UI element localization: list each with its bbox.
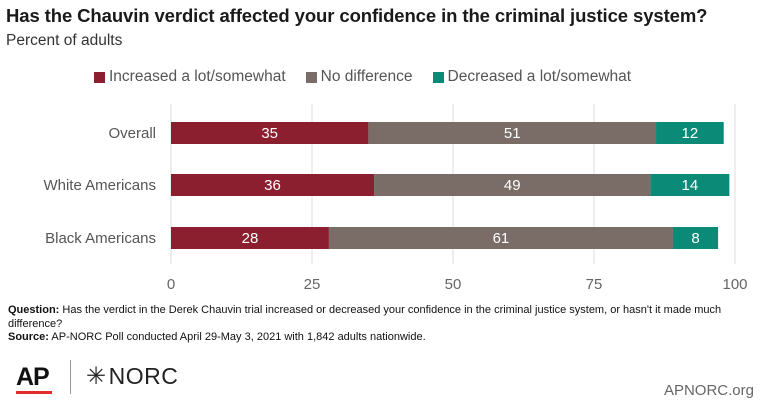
x-tick-label-75: 75 bbox=[586, 276, 603, 293]
data-label-2-2: 8 bbox=[691, 230, 699, 247]
x-tick-label-25: 25 bbox=[304, 276, 321, 293]
question-note: Question: Has the verdict in the Derek C… bbox=[8, 304, 760, 331]
data-label-1-1: 49 bbox=[504, 177, 521, 194]
data-label-2-0: 28 bbox=[242, 230, 259, 247]
x-tick-label-100: 100 bbox=[722, 276, 747, 293]
data-label-1-2: 14 bbox=[682, 177, 699, 194]
stacked-bar-chart: 0 25 50 75 100 Overall 35 51 12 White Americans 36… bbox=[43, 104, 748, 293]
source-label: Source: bbox=[8, 331, 49, 343]
bar-segment-2-1 bbox=[328, 227, 673, 249]
legend-label-increased: Increased a lot/somewhat bbox=[109, 68, 286, 85]
source-note: Source: AP-NORC Poll conducted April 29-… bbox=[8, 331, 760, 345]
bar-segment-1-1 bbox=[374, 174, 651, 196]
logo-divider bbox=[70, 360, 71, 394]
bar-segment-0-1 bbox=[368, 122, 657, 144]
x-tick-label-0: 0 bbox=[167, 276, 175, 293]
bar-segment-0-0 bbox=[171, 122, 369, 144]
chart-subtitle: Percent of adults bbox=[6, 32, 123, 49]
legend-item-no-difference: No difference bbox=[305, 68, 413, 86]
bar-segment-1-2 bbox=[650, 174, 730, 196]
legend-swatch-no-difference bbox=[305, 71, 317, 83]
category-label-1: White Americans bbox=[43, 177, 156, 194]
bar-segment-2-2 bbox=[672, 227, 719, 249]
category-label-0: Overall bbox=[108, 125, 156, 142]
data-label-0-0: 35 bbox=[261, 125, 278, 142]
chart-title: Has the Chauvin verdict affected your co… bbox=[6, 5, 708, 26]
norc-logo-text: NORC bbox=[108, 363, 179, 389]
legend-label-decreased: Decreased a lot/somewhat bbox=[447, 68, 632, 85]
data-label-1-0: 36 bbox=[264, 177, 281, 194]
legend-item-increased: Increased a lot/somewhat bbox=[94, 68, 286, 86]
legend-swatch-increased bbox=[94, 71, 105, 83]
legend-label-no-difference: No difference bbox=[320, 68, 413, 85]
question-label: Question: bbox=[8, 304, 60, 316]
footnote: Question: Has the verdict in the Derek C… bbox=[8, 304, 760, 345]
ap-logo-underline bbox=[16, 391, 52, 394]
bar-segment-2-0 bbox=[171, 227, 329, 249]
source-text: AP-NORC Poll conducted April 29-May 3, 2… bbox=[48, 331, 426, 343]
data-label-2-1: 61 bbox=[493, 230, 510, 247]
norc-star-icon: ✳ bbox=[86, 363, 107, 390]
legend-item-decreased: Decreased a lot/somewhat bbox=[432, 68, 632, 86]
legend: Increased a lot/somewhat No difference D… bbox=[94, 68, 651, 86]
data-label-0-2: 12 bbox=[682, 125, 699, 142]
data-label-0-1: 51 bbox=[504, 125, 521, 142]
x-tick-label-50: 50 bbox=[445, 276, 462, 293]
legend-swatch-decreased bbox=[432, 71, 444, 83]
category-label-2: Black Americans bbox=[45, 230, 156, 247]
bar-segment-0-2 bbox=[656, 122, 724, 144]
question-text: Has the verdict in the Derek Chauvin tri… bbox=[8, 304, 722, 330]
norc-logo: ✳ NORC bbox=[86, 362, 178, 391]
site-url: APNORC.org bbox=[663, 382, 754, 399]
bar-segment-1-0 bbox=[171, 174, 375, 196]
ap-logo: AP bbox=[16, 363, 50, 391]
